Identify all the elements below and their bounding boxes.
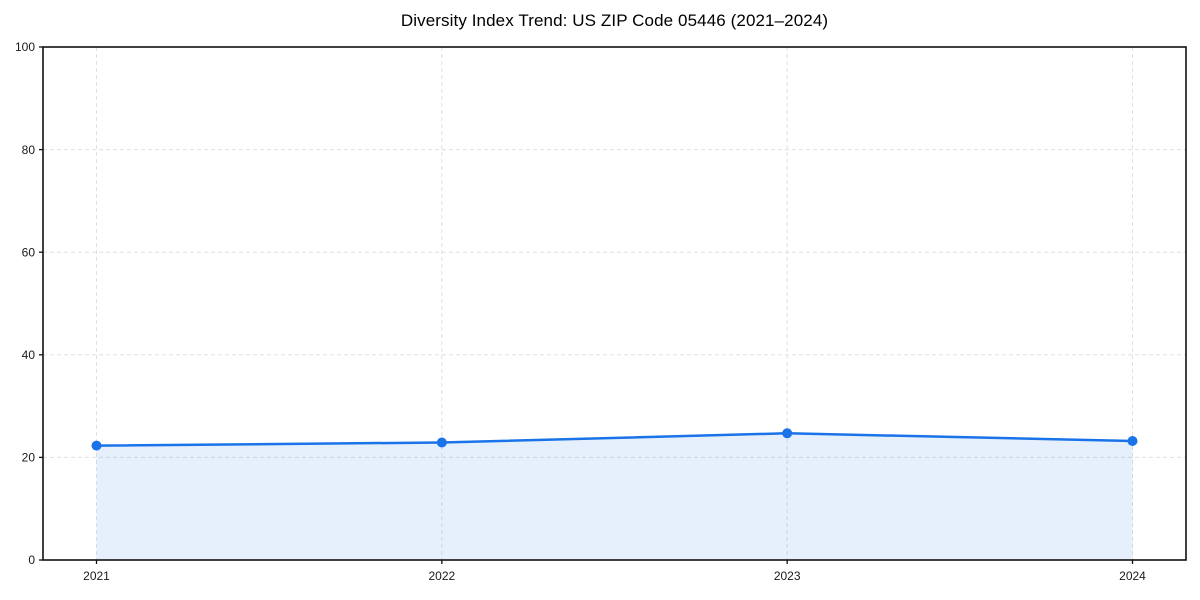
area-fill	[96, 433, 1133, 560]
data-point-2023	[782, 428, 793, 439]
data-point-2022	[436, 437, 447, 448]
y-tick-label: 80	[22, 143, 36, 157]
y-tick-label: 40	[22, 348, 36, 362]
y-tick-label: 0	[28, 553, 35, 567]
x-tick-label: 2021	[83, 569, 110, 583]
y-tick-label: 100	[15, 40, 35, 54]
x-tick-label: 2024	[1119, 569, 1146, 583]
trend-line	[95, 432, 1134, 447]
plot-border	[42, 46, 1187, 561]
y-tick-label: 20	[22, 451, 36, 465]
data-point-2024	[1127, 435, 1138, 446]
chart-title: Diversity Index Trend: US ZIP Code 05446…	[400, 11, 829, 30]
x-tick-label: 2023	[774, 569, 801, 583]
x-tick-label: 2022	[428, 569, 455, 583]
data-point-2021	[91, 440, 102, 451]
y-tick-label: 60	[22, 245, 36, 259]
